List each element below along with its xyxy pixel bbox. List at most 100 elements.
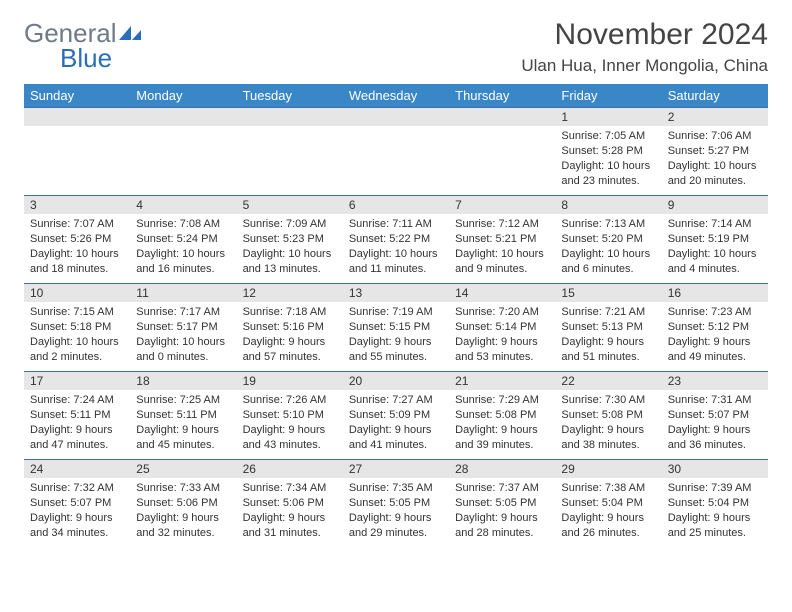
calendar-row: 10Sunrise: 7:15 AMSunset: 5:18 PMDayligh… (24, 283, 768, 371)
weekday-header: Tuesday (237, 84, 343, 107)
day-details: Sunrise: 7:20 AMSunset: 5:14 PMDaylight:… (449, 302, 555, 367)
sunrise-line: Sunrise: 7:06 AM (668, 129, 762, 144)
day-number: 14 (449, 283, 555, 302)
weekday-header: Friday (555, 84, 661, 107)
location: Ulan Hua, Inner Mongolia, China (521, 56, 768, 76)
calendar-head: SundayMondayTuesdayWednesdayThursdayFrid… (24, 84, 768, 107)
day-details: Sunrise: 7:19 AMSunset: 5:15 PMDaylight:… (343, 302, 449, 367)
day-details: Sunrise: 7:33 AMSunset: 5:06 PMDaylight:… (130, 478, 236, 543)
calendar-cell: 3Sunrise: 7:07 AMSunset: 5:26 PMDaylight… (24, 195, 130, 283)
sunrise-line: Sunrise: 7:15 AM (30, 305, 124, 320)
day-number: 13 (343, 283, 449, 302)
daylight-line: Daylight: 9 hours and 26 minutes. (561, 511, 655, 541)
day-details: Sunrise: 7:34 AMSunset: 5:06 PMDaylight:… (237, 478, 343, 543)
sunrise-line: Sunrise: 7:20 AM (455, 305, 549, 320)
calendar-cell: 19Sunrise: 7:26 AMSunset: 5:10 PMDayligh… (237, 371, 343, 459)
sunrise-line: Sunrise: 7:17 AM (136, 305, 230, 320)
day-details: Sunrise: 7:09 AMSunset: 5:23 PMDaylight:… (237, 214, 343, 279)
calendar-cell: 20Sunrise: 7:27 AMSunset: 5:09 PMDayligh… (343, 371, 449, 459)
daylight-line: Daylight: 9 hours and 41 minutes. (349, 423, 443, 453)
sunset-line: Sunset: 5:06 PM (243, 496, 337, 511)
sunset-line: Sunset: 5:06 PM (136, 496, 230, 511)
calendar-cell: 22Sunrise: 7:30 AMSunset: 5:08 PMDayligh… (555, 371, 661, 459)
day-number: 18 (130, 371, 236, 390)
sunset-line: Sunset: 5:26 PM (30, 232, 124, 247)
calendar-cell: 21Sunrise: 7:29 AMSunset: 5:08 PMDayligh… (449, 371, 555, 459)
sunrise-line: Sunrise: 7:37 AM (455, 481, 549, 496)
daylight-line: Daylight: 10 hours and 0 minutes. (136, 335, 230, 365)
calendar-cell: 10 Sunrise: 7:15 AMSunset: 5:18 PMDayligh… (24, 283, 130, 371)
sunset-line: Sunset: 5:14 PM (455, 320, 549, 335)
empty-day (24, 107, 130, 126)
sunset-line: Sunset: 5:08 PM (455, 408, 549, 423)
day-details: Sunrise: 7:29 AMSunset: 5:08 PMDaylight:… (449, 390, 555, 455)
day-number: 3 (24, 195, 130, 214)
month-title: November 2024 (521, 18, 768, 52)
sunrise-line: Sunrise: 7:05 AM (561, 129, 655, 144)
sunset-line: Sunset: 5:21 PM (455, 232, 549, 247)
sunrise-line: Sunrise: 7:25 AM (136, 393, 230, 408)
sunset-line: Sunset: 5:20 PM (561, 232, 655, 247)
calendar-cell: 7Sunrise: 7:12 AMSunset: 5:21 PMDaylight… (449, 195, 555, 283)
daylight-line: Daylight: 10 hours and 4 minutes. (668, 247, 762, 277)
calendar-cell (449, 107, 555, 195)
weekday-header: Saturday (662, 84, 768, 107)
day-details: Sunrise: 7:11 AMSunset: 5:22 PMDaylight:… (343, 214, 449, 279)
calendar-cell (237, 107, 343, 195)
daylight-line: Daylight: 9 hours and 39 minutes. (455, 423, 549, 453)
day-details: Sunrise: 7:17 AMSunset: 5:17 PMDaylight:… (130, 302, 236, 367)
sunrise-line: Sunrise: 7:39 AM (668, 481, 762, 496)
sunset-line: Sunset: 5:18 PM (30, 320, 124, 335)
calendar-cell: 4Sunrise: 7:08 AMSunset: 5:24 PMDaylight… (130, 195, 236, 283)
day-details: Sunrise: 7:26 AMSunset: 5:10 PMDaylight:… (237, 390, 343, 455)
day-details: Sunrise: 7:25 AMSunset: 5:11 PMDaylight:… (130, 390, 236, 455)
empty-day (343, 107, 449, 126)
weekday-header: Thursday (449, 84, 555, 107)
daylight-line: Daylight: 9 hours and 34 minutes. (30, 511, 124, 541)
sunrise-line: Sunrise: 7:14 AM (668, 217, 762, 232)
daylight-line: Daylight: 10 hours and 20 minutes. (668, 159, 762, 189)
sunset-line: Sunset: 5:10 PM (243, 408, 337, 423)
logo: General Blue (24, 18, 145, 74)
empty-day (237, 107, 343, 126)
day-number: 4 (130, 195, 236, 214)
sunrise-line: Sunrise: 7:38 AM (561, 481, 655, 496)
daylight-line: Daylight: 9 hours and 36 minutes. (668, 423, 762, 453)
daylight-line: Daylight: 9 hours and 25 minutes. (668, 511, 762, 541)
sunset-line: Sunset: 5:22 PM (349, 232, 443, 247)
day-number: 24 (24, 459, 130, 478)
calendar-cell: 2Sunrise: 7:06 AMSunset: 5:27 PMDaylight… (662, 107, 768, 195)
calendar-cell: 12Sunrise: 7:18 AMSunset: 5:16 PMDayligh… (237, 283, 343, 371)
title-block: November 2024 Ulan Hua, Inner Mongolia, … (521, 18, 768, 76)
daylight-line: Daylight: 9 hours and 49 minutes. (668, 335, 762, 365)
day-number: 26 (237, 459, 343, 478)
sunset-line: Sunset: 5:28 PM (561, 144, 655, 159)
calendar-cell: 24Sunrise: 7:32 AMSunset: 5:07 PMDayligh… (24, 459, 130, 547)
day-number: 29 (555, 459, 661, 478)
daylight-line: Daylight: 9 hours and 55 minutes. (349, 335, 443, 365)
calendar-cell: 14Sunrise: 7:20 AMSunset: 5:14 PMDayligh… (449, 283, 555, 371)
calendar-cell: 30Sunrise: 7:39 AMSunset: 5:04 PMDayligh… (662, 459, 768, 547)
sunset-line: Sunset: 5:12 PM (668, 320, 762, 335)
day-number: 1 (555, 107, 661, 126)
sunset-line: Sunset: 5:09 PM (349, 408, 443, 423)
day-details: Sunrise: 7:14 AMSunset: 5:19 PMDaylight:… (662, 214, 768, 279)
sunrise-line: Sunrise: 7:27 AM (349, 393, 443, 408)
calendar-table: SundayMondayTuesdayWednesdayThursdayFrid… (24, 84, 768, 547)
calendar-cell: 15Sunrise: 7:21 AMSunset: 5:13 PMDayligh… (555, 283, 661, 371)
calendar-row: 24Sunrise: 7:32 AMSunset: 5:07 PMDayligh… (24, 459, 768, 547)
day-details: Sunrise: 7:38 AMSunset: 5:04 PMDaylight:… (555, 478, 661, 543)
day-details: Sunrise: 7:23 AMSunset: 5:12 PMDaylight:… (662, 302, 768, 367)
daylight-line: Daylight: 10 hours and 2 minutes. (30, 335, 124, 365)
day-details: Sunrise: 7:06 AMSunset: 5:27 PMDaylight:… (662, 126, 768, 191)
empty-day (449, 107, 555, 126)
day-number: 10 (24, 283, 130, 302)
day-number: 23 (662, 371, 768, 390)
calendar-cell (343, 107, 449, 195)
sunrise-line: Sunrise: 7:19 AM (349, 305, 443, 320)
empty-day (130, 107, 236, 126)
sunset-line: Sunset: 5:15 PM (349, 320, 443, 335)
sunrise-line: Sunrise: 7:12 AM (455, 217, 549, 232)
day-number: 28 (449, 459, 555, 478)
calendar-cell: 1Sunrise: 7:05 AMSunset: 5:28 PMDaylight… (555, 107, 661, 195)
